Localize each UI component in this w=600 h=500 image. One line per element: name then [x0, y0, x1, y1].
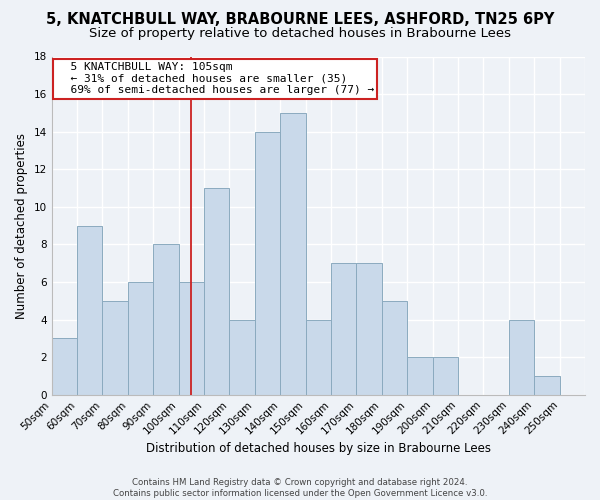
- Bar: [305, 320, 331, 395]
- Bar: [280, 113, 305, 395]
- Bar: [255, 132, 280, 395]
- Text: Contains HM Land Registry data © Crown copyright and database right 2024.
Contai: Contains HM Land Registry data © Crown c…: [113, 478, 487, 498]
- Bar: [407, 357, 433, 395]
- Bar: [509, 320, 534, 395]
- Bar: [229, 320, 255, 395]
- Text: Size of property relative to detached houses in Brabourne Lees: Size of property relative to detached ho…: [89, 28, 511, 40]
- Bar: [534, 376, 560, 395]
- Bar: [204, 188, 229, 395]
- X-axis label: Distribution of detached houses by size in Brabourne Lees: Distribution of detached houses by size …: [146, 442, 491, 455]
- Bar: [128, 282, 153, 395]
- Bar: [52, 338, 77, 395]
- Bar: [356, 263, 382, 395]
- Bar: [77, 226, 103, 395]
- Bar: [331, 263, 356, 395]
- Y-axis label: Number of detached properties: Number of detached properties: [15, 132, 28, 318]
- Bar: [179, 282, 204, 395]
- Text: 5 KNATCHBULL WAY: 105sqm
  ← 31% of detached houses are smaller (35)
  69% of se: 5 KNATCHBULL WAY: 105sqm ← 31% of detach…: [57, 62, 374, 96]
- Text: 5, KNATCHBULL WAY, BRABOURNE LEES, ASHFORD, TN25 6PY: 5, KNATCHBULL WAY, BRABOURNE LEES, ASHFO…: [46, 12, 554, 28]
- Bar: [153, 244, 179, 395]
- Bar: [382, 301, 407, 395]
- Bar: [103, 301, 128, 395]
- Bar: [433, 357, 458, 395]
